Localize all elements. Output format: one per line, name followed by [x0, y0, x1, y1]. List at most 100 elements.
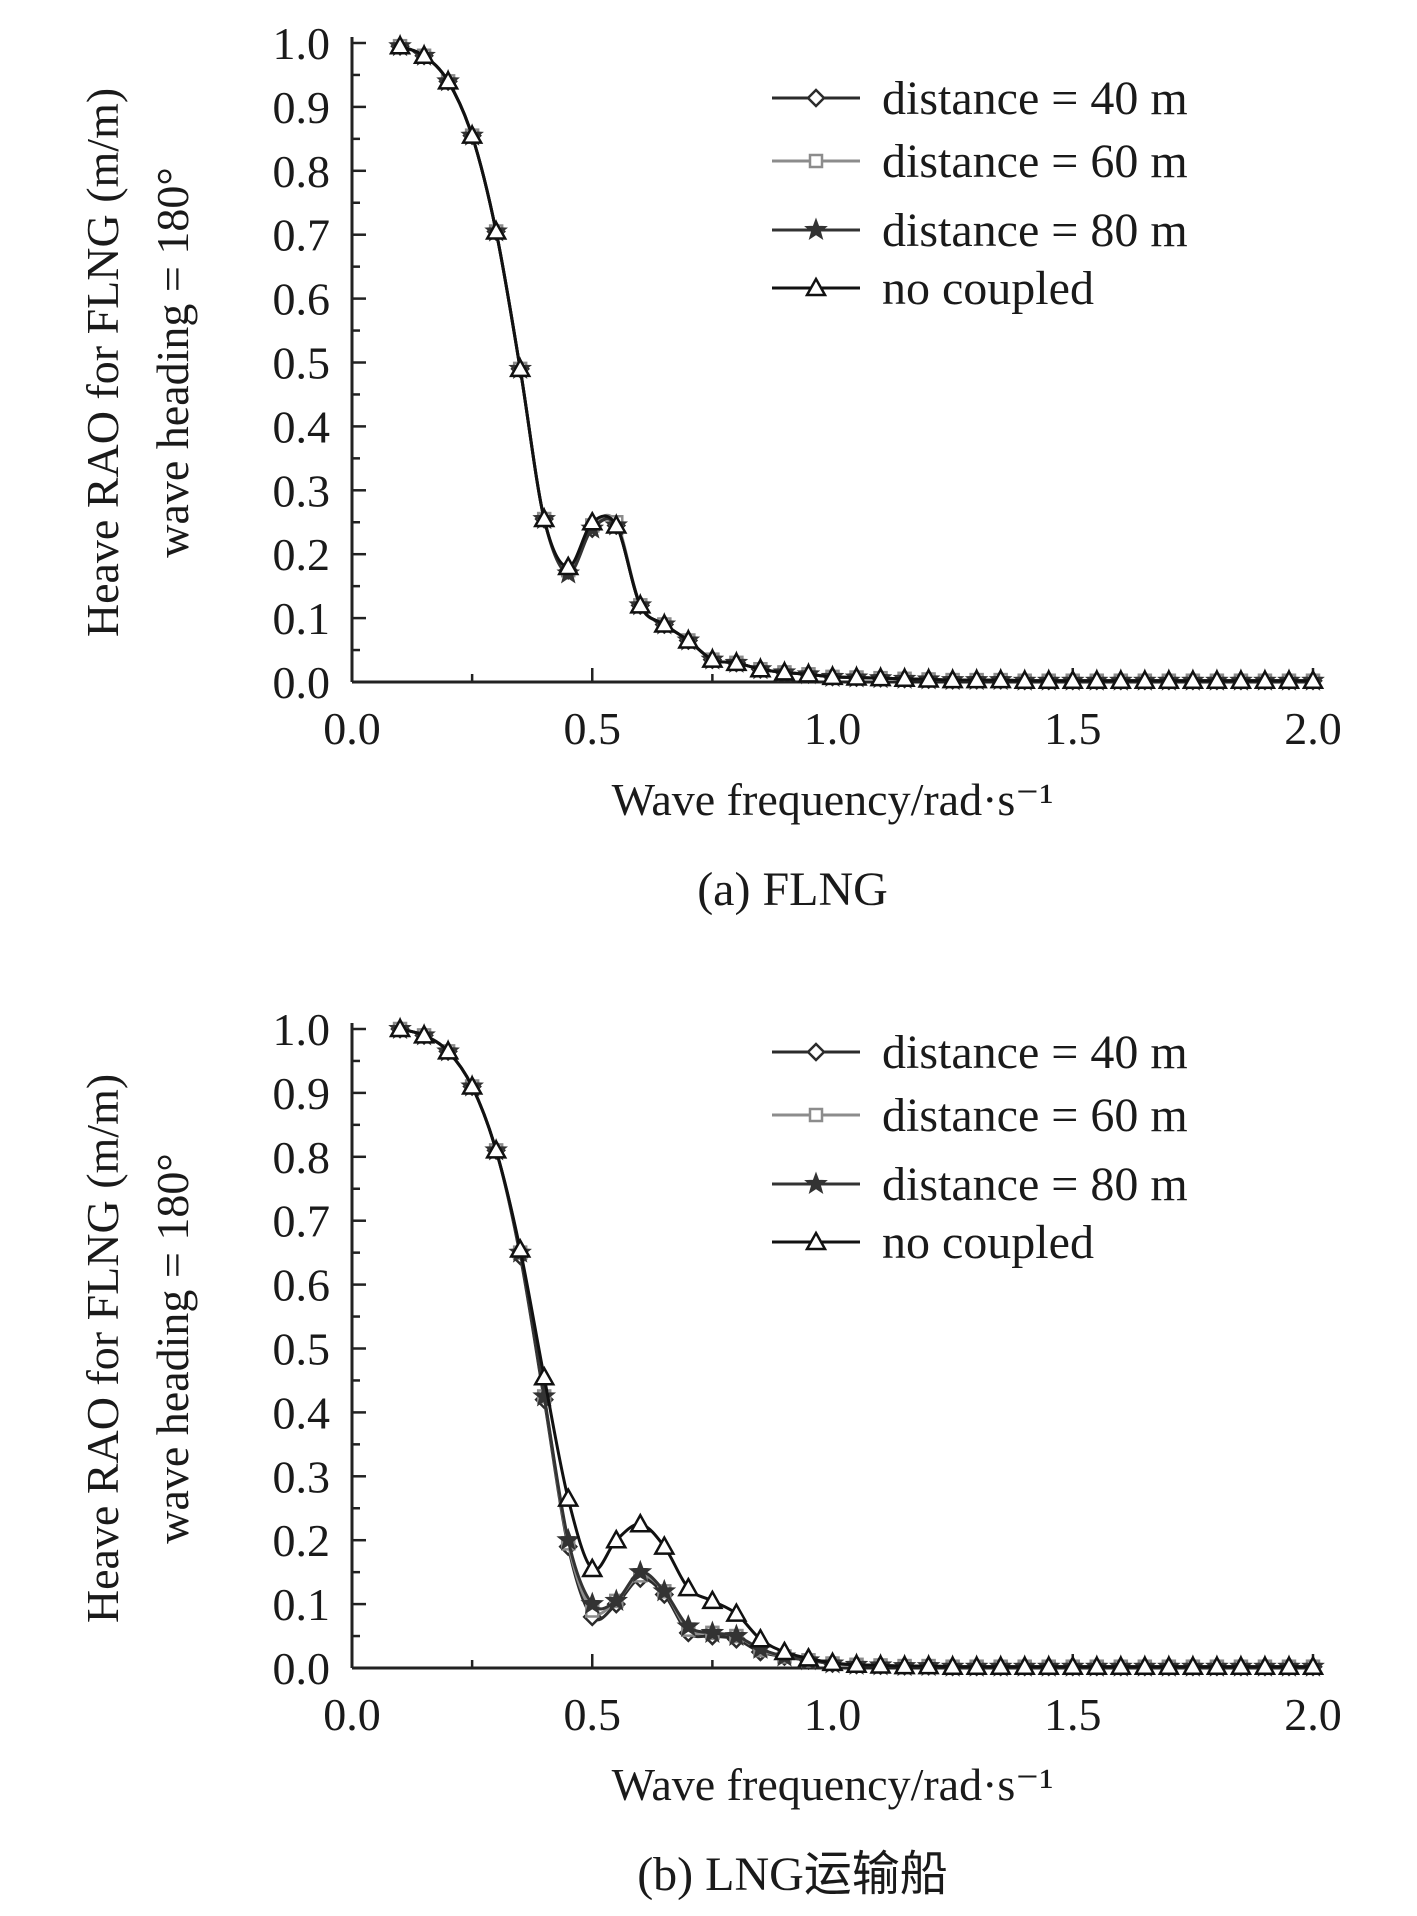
data-point-triangle [1277, 669, 1301, 689]
data-point-triangle [1133, 669, 1156, 689]
data-point-triangle [1061, 1655, 1084, 1675]
y-tick-label: 0.6 [273, 274, 331, 325]
y-tick-label: 1.0 [273, 1004, 331, 1055]
data-point-triangle [1085, 1655, 1108, 1675]
data-point-triangle [869, 666, 892, 687]
legend-item: distance = 80 m [772, 204, 1188, 257]
data-point-triangle [1157, 1655, 1180, 1675]
legend-item: distance = 80 m [772, 1158, 1188, 1211]
data-point-triangle [893, 1654, 916, 1675]
data-point-triangle [797, 1646, 820, 1667]
x-tick-label: 0.0 [323, 703, 381, 754]
legend-label: distance = 40 m [882, 1026, 1188, 1079]
data-point-triangle [941, 1655, 964, 1675]
x-tick-label: 1.5 [1044, 703, 1102, 754]
data-point-triangle [677, 1576, 700, 1597]
legend-marker-star [804, 1171, 828, 1195]
legend-marker-diamond [806, 1042, 826, 1062]
data-point-triangle [773, 660, 796, 681]
y-tick-label: 0.2 [273, 1515, 331, 1566]
data-point-triangle [1013, 1655, 1036, 1675]
y-tick-label: 0.0 [273, 1643, 331, 1694]
panel-a-flng-heave-chart: 0.0 0.1 0.2 0.3 0.4 0.5 0.6 0.7 0.8 0.9 1.0 0.0 0.5 1… [77, 18, 1342, 916]
data-point-star [556, 1527, 581, 1551]
data-point-triangle [821, 665, 844, 686]
legend-marker-star [804, 217, 828, 241]
data-point-triangle [509, 357, 532, 378]
legend-label: no coupled [882, 262, 1094, 315]
x-tick-label: 2.0 [1284, 1689, 1342, 1740]
data-point-triangle [869, 1653, 892, 1674]
data-point-triangle [485, 1138, 508, 1159]
data-point-triangle [1157, 669, 1180, 689]
y-axis-title-line1: Heave RAO for FLNG (m/m) [77, 1074, 128, 1623]
data-point-triangle [941, 668, 964, 689]
data-point-triangle [893, 667, 916, 688]
data-point-triangle [797, 662, 820, 683]
data-point-triangle [1061, 669, 1084, 689]
data-point-triangle [1205, 1655, 1229, 1675]
data-point-triangle [412, 44, 436, 65]
series-no-coupled [388, 34, 1325, 689]
data-point-triangle [653, 1535, 676, 1555]
data-point-triangle [436, 1039, 460, 1060]
legend-marker-square [808, 1107, 824, 1123]
data-point-triangle [1205, 669, 1229, 689]
data-point-triangle [557, 1487, 580, 1507]
legend-label: distance = 80 m [882, 204, 1188, 257]
data-point-triangle [581, 1557, 604, 1578]
data-point-triangle [845, 665, 868, 686]
legend-label: distance = 60 m [882, 135, 1188, 188]
data-point-triangle [1133, 1655, 1156, 1675]
legend-marker-square [808, 153, 824, 169]
data-point-triangle [605, 513, 628, 534]
legend-item: no coupled [772, 262, 1094, 315]
y-tick-label: 0.9 [273, 1068, 331, 1119]
data-point-triangle [845, 1653, 868, 1674]
data-point-triangle [1037, 1655, 1060, 1675]
data-point-triangle [1301, 1655, 1325, 1675]
y-tick-label: 0.4 [273, 1387, 331, 1438]
data-point-triangle [725, 1602, 748, 1622]
data-point-triangle [581, 510, 604, 531]
series-distance-80-m [388, 33, 1325, 691]
data-point-triangle [629, 593, 652, 614]
x-tick-label: 0.5 [564, 1689, 622, 1740]
data-point-triangle [485, 219, 508, 240]
data-point-triangle [605, 1528, 628, 1549]
legend-item: distance = 60 m [772, 1089, 1188, 1142]
data-point-triangle [965, 1655, 988, 1675]
figure-caption: (a) FLNG [697, 863, 888, 916]
data-point-triangle [1013, 669, 1036, 689]
x-tick-label: 1.5 [1044, 1689, 1102, 1740]
data-point-triangle [749, 657, 772, 678]
data-point-triangle [1109, 1655, 1132, 1675]
data-point-triangle [1253, 1655, 1277, 1675]
data-point-triangle [1037, 669, 1060, 689]
x-axis-title: Wave frequency/rad·s⁻¹ [612, 774, 1054, 825]
data-point-triangle [965, 668, 988, 689]
data-point-triangle [1109, 669, 1132, 689]
y-tick-label: 0.7 [273, 1196, 331, 1247]
data-point-triangle [1181, 669, 1205, 689]
legend-label: distance = 60 m [882, 1089, 1188, 1142]
data-point-triangle [749, 1627, 772, 1648]
data-point-star [628, 1559, 653, 1583]
data-point-star [604, 1588, 629, 1611]
legend-label: distance = 40 m [882, 72, 1188, 125]
panel-b-lng-carrier-heave-chart: 0.0 0.1 0.2 0.3 0.4 0.5 0.6 0.7 0.8 0.9 1.0 0.0 0.5 1… [77, 1004, 1342, 1901]
y-tick-label: 0.1 [273, 593, 331, 644]
data-point-triangle [677, 628, 700, 649]
data-point-triangle [557, 555, 580, 576]
y-tick-label: 0.5 [273, 1324, 331, 1375]
legend-item: distance = 40 m [772, 72, 1188, 125]
data-point-triangle [460, 124, 484, 144]
data-point-triangle [1181, 1655, 1205, 1675]
y-tick-label: 0.6 [273, 1260, 331, 1311]
y-tick-label: 0.7 [273, 210, 331, 261]
y-axis-title-line2: wave heading = 180° [147, 1153, 198, 1544]
y-tick-label: 0.4 [273, 401, 331, 452]
data-point-triangle [1085, 669, 1108, 689]
data-point-triangle [1253, 669, 1277, 689]
y-tick-label: 0.2 [273, 529, 331, 580]
